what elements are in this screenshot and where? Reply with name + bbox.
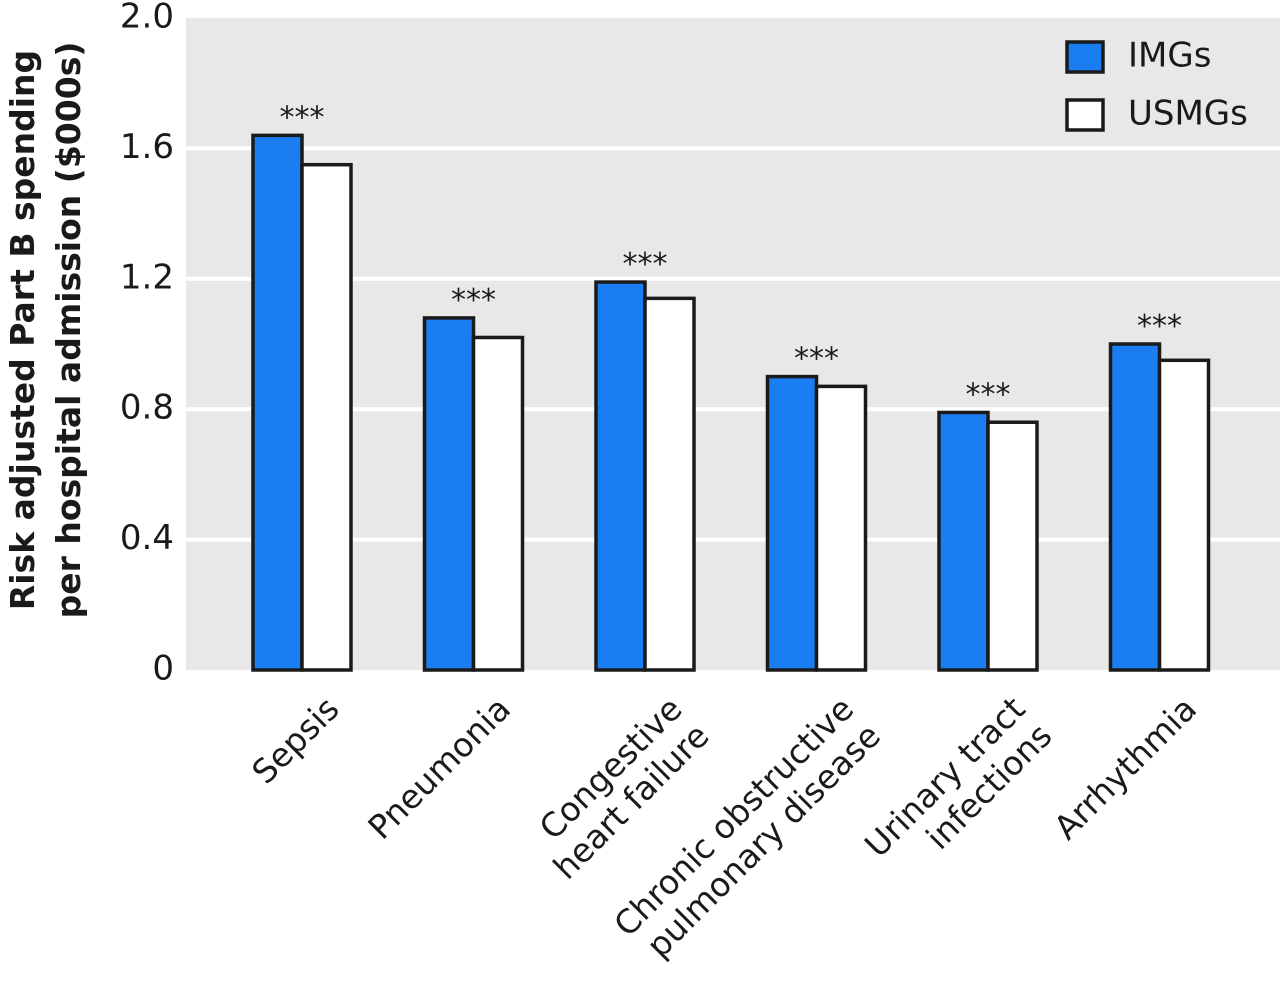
bar-imgs <box>251 133 304 672</box>
legend-swatch-usmgs <box>1065 98 1105 132</box>
significance-label: *** <box>1137 309 1182 344</box>
y-tick-label: 0.8 <box>120 388 174 428</box>
y-axis-title-line: per hospital admission ($000s) <box>49 42 88 619</box>
bar-usmgs <box>1157 358 1211 672</box>
category-label-line: Sepsis <box>244 689 346 791</box>
category-label-line: Pneumonia <box>360 689 518 847</box>
category-label: Arrhythmia <box>1046 689 1204 847</box>
bar-usmgs <box>300 162 353 672</box>
legend-swatch-imgs <box>1065 40 1105 74</box>
significance-label: *** <box>623 247 668 282</box>
significance-label: *** <box>280 100 325 135</box>
legend: IMGs USMGs <box>1065 36 1248 134</box>
significance-labels: *** *** *** *** *** *** <box>280 100 1183 412</box>
y-tick-label: 1.6 <box>120 127 174 167</box>
y-tick-label: 2.0 <box>120 0 174 37</box>
category-label-line: Arrhythmia <box>1046 689 1204 847</box>
bar-usmgs <box>986 420 1039 672</box>
bar-usmgs <box>643 296 696 672</box>
legend-label: USMGs <box>1128 94 1248 134</box>
significance-label: *** <box>451 283 496 318</box>
category-label: Sepsis <box>244 689 346 791</box>
bar-usmgs <box>471 335 525 672</box>
y-axis-title: Risk adjusted Part B spending per hospita… <box>3 42 88 619</box>
y-axis-ticks: 0 0.4 0.8 1.2 1.6 2.0 <box>120 0 174 689</box>
y-tick-label: 1.2 <box>120 257 174 297</box>
significance-label: *** <box>966 377 1011 412</box>
bar-imgs <box>594 280 647 672</box>
legend-label: IMGs <box>1128 36 1211 76</box>
bar-usmgs <box>814 384 868 672</box>
bar-imgs <box>765 374 819 672</box>
y-axis-title-group: Risk adjusted Part B spending per hospita… <box>3 42 88 619</box>
bar-imgs <box>1108 342 1162 672</box>
bar-imgs <box>937 410 990 672</box>
grid-lines <box>186 146 1280 542</box>
y-tick-label: 0 <box>152 649 174 689</box>
bars <box>251 133 1211 672</box>
category-label: Pneumonia <box>360 689 518 847</box>
bar-imgs <box>422 316 476 672</box>
significance-label: *** <box>794 342 839 377</box>
y-axis-title-line: Risk adjusted Part B spending <box>3 50 42 610</box>
y-tick-label: 0.4 <box>120 518 174 558</box>
